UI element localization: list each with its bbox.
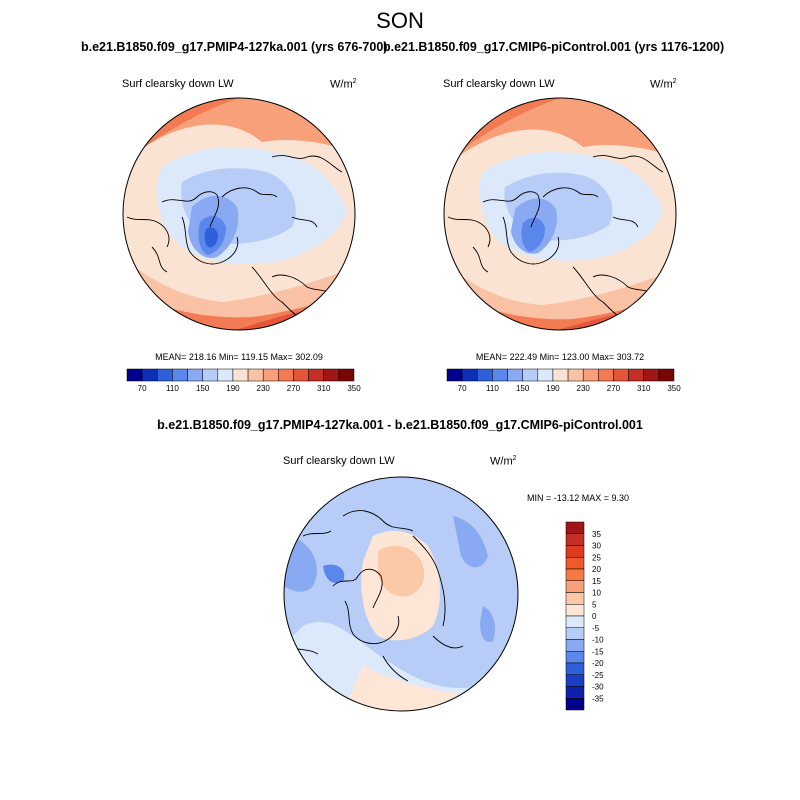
colorbar-tick-label: 5 xyxy=(592,600,597,609)
colorbar-swatch xyxy=(582,368,599,382)
panel2-variable-label: Surf clearsky down LW xyxy=(443,78,555,90)
panel2-case-title: b.e21.B1850.f09_g17.CMIP6-piControl.001 … xyxy=(383,40,725,54)
colorbar-tick-label: 190 xyxy=(546,384,560,393)
colorbar-swatch xyxy=(565,568,585,581)
colorbar-swatch xyxy=(537,368,554,382)
colorbar-tick-label: 110 xyxy=(486,384,499,393)
colorbar-tick-label: -30 xyxy=(592,683,604,692)
colorbar-swatch xyxy=(565,580,585,593)
colorbar-tick-label: 30 xyxy=(592,542,601,551)
colorbar-tick-label: 25 xyxy=(592,553,601,562)
colorbar-tick-label: 35 xyxy=(592,530,601,539)
colorbar-swatch xyxy=(628,368,644,382)
panel1-stats: MEAN= 218.16 Min= 119.15 Max= 302.09 xyxy=(155,352,323,362)
colorbar-swatch xyxy=(565,662,585,675)
colorbar-swatch xyxy=(565,592,585,605)
colorbar-swatch xyxy=(247,368,264,382)
colorbar-swatch xyxy=(658,368,675,382)
colorbar-tick-label: 190 xyxy=(226,384,240,393)
panel1-colorbar: 70 110 150 190 230 270 310 350 xyxy=(126,368,361,393)
colorbar-swatch xyxy=(172,368,188,382)
colorbar-tick-label: 350 xyxy=(347,384,361,393)
colorbar-swatch xyxy=(565,521,585,534)
panel1-units-label: W/m2 xyxy=(330,78,357,91)
colorbar-tick-label: 70 xyxy=(458,384,467,393)
colorbar-swatch xyxy=(338,368,355,382)
colorbar-swatch xyxy=(565,615,585,628)
colorbar-tick-label: -10 xyxy=(592,636,604,645)
colorbar-swatch xyxy=(187,368,203,382)
colorbar-tick-label: 70 xyxy=(138,384,147,393)
diff-polar-map xyxy=(283,476,519,712)
colorbar-swatch xyxy=(565,686,585,699)
colorbar-tick-label: 350 xyxy=(667,384,681,393)
colorbar-swatch xyxy=(507,368,523,382)
colorbar-swatch xyxy=(565,651,585,664)
colorbar-swatch xyxy=(262,368,279,382)
colorbar-swatch xyxy=(567,368,584,382)
colorbar-swatch xyxy=(613,368,629,382)
colorbar-swatch xyxy=(323,368,340,382)
colorbar-swatch xyxy=(141,368,158,382)
colorbar-swatch xyxy=(446,368,463,382)
colorbar-swatch xyxy=(157,368,173,382)
panel1-variable-label: Surf clearsky down LW xyxy=(122,78,234,90)
colorbar-swatch xyxy=(293,368,309,382)
colorbar-tick-label: -15 xyxy=(592,647,604,656)
panel1-polar-map xyxy=(122,97,356,331)
colorbar-tick-label: 15 xyxy=(592,577,601,586)
colorbar-tick-label: -20 xyxy=(592,659,604,668)
colorbar-swatch xyxy=(565,557,585,570)
colorbar-tick-label: 10 xyxy=(592,589,601,598)
colorbar-swatch xyxy=(565,627,585,640)
colorbar-swatch xyxy=(565,545,585,558)
colorbar-swatch xyxy=(308,368,324,382)
panel1-case-title: b.e21.B1850.f09_g17.PMIP4-127ka.001 (yrs… xyxy=(81,40,388,54)
colorbar-tick-label: 150 xyxy=(516,384,530,393)
colorbar-tick-label: -25 xyxy=(592,671,604,680)
colorbar-tick-label: 310 xyxy=(317,384,331,393)
panel2-stats: MEAN= 222.49 Min= 123.00 Max= 303.72 xyxy=(475,352,645,362)
colorbar-tick-label: -35 xyxy=(592,694,604,703)
colorbar-tick-label: 310 xyxy=(637,384,651,393)
colorbar-tick-label: 270 xyxy=(287,384,301,393)
diff-minmax-label: MIN = -13.12 MAX = 9.30 xyxy=(527,493,630,503)
colorbar-tick-label: 270 xyxy=(607,384,621,393)
season-title: SON xyxy=(376,8,424,33)
colorbar-swatch xyxy=(598,368,614,382)
panel2-colorbar: 70 110 150 190 230 270 310 350 xyxy=(446,368,681,393)
colorbar-tick-label: 230 xyxy=(257,384,271,393)
panel2-polar-map xyxy=(443,97,677,331)
colorbar-tick-label: -5 xyxy=(592,624,600,633)
colorbar-swatch xyxy=(217,368,234,382)
colorbar-swatch xyxy=(643,368,660,382)
colorbar-swatch xyxy=(126,368,143,382)
colorbar-swatch xyxy=(522,368,539,382)
colorbar-swatch xyxy=(232,368,249,382)
colorbar-tick-label: 0 xyxy=(592,612,597,621)
colorbar-swatch xyxy=(565,604,585,617)
colorbar-swatch xyxy=(565,639,585,652)
diff-colorbar: 35 30 25 20 15 10 5 0 -5 -10 -15 -20 -25 -30 -35 xyxy=(565,521,604,711)
colorbar-swatch xyxy=(552,368,569,382)
colorbar-tick-label: 150 xyxy=(196,384,210,393)
colorbar-tick-label: 20 xyxy=(592,565,601,574)
colorbar-swatch xyxy=(565,533,585,546)
panel2-units-label: W/m2 xyxy=(650,78,677,91)
diff-units-label: W/m2 xyxy=(490,455,517,468)
colorbar-swatch xyxy=(477,368,493,382)
colorbar-swatch xyxy=(492,368,508,382)
diff-title: b.e21.B1850.f09_g17.PMIP4-127ka.001 - b.… xyxy=(157,418,643,432)
colorbar-swatch xyxy=(202,368,219,382)
colorbar-tick-label: 230 xyxy=(577,384,591,393)
colorbar-swatch xyxy=(461,368,478,382)
colorbar-swatch xyxy=(278,368,294,382)
colorbar-swatch xyxy=(565,674,585,687)
colorbar-swatch xyxy=(565,698,585,711)
diff-variable-label: Surf clearsky down LW xyxy=(283,455,395,467)
colorbar-tick-label: 110 xyxy=(166,384,179,393)
